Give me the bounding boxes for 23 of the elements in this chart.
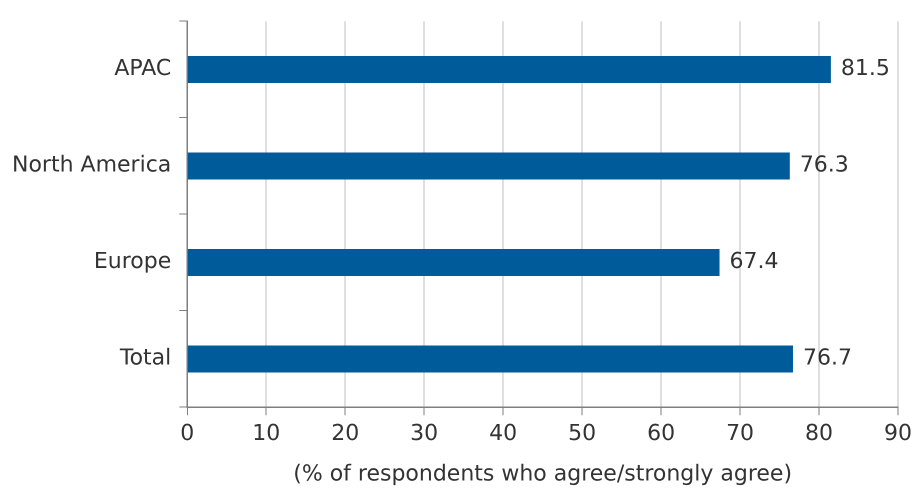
x-tick-label: 80 [805, 421, 834, 446]
x-tick-label: 30 [410, 421, 438, 446]
x-tick-label: 60 [647, 421, 676, 446]
x-axis-title: (% of respondents who agree/strongly agree) [293, 462, 792, 487]
x-tick-label: 40 [489, 421, 518, 446]
data-label: 81.5 [840, 56, 890, 82]
x-tick-label: 70 [726, 421, 754, 446]
y-tick-label: APAC [114, 56, 172, 82]
y-tick-label: Europe [94, 249, 172, 274]
x-tick-label: 20 [331, 421, 360, 446]
x-tick-label: 90 [884, 421, 912, 446]
x-tick-label: 50 [568, 421, 596, 446]
data-label: 76.3 [800, 152, 849, 178]
bar [188, 345, 793, 372]
bar [188, 56, 831, 83]
bar [188, 152, 790, 180]
y-tick-label: Total [118, 346, 172, 371]
x-tick-label: 0 [180, 421, 194, 446]
data-label: 76.7 [802, 346, 852, 371]
bar [188, 248, 720, 276]
y-tick-label: North America [12, 152, 172, 178]
data-label: 67.4 [730, 249, 779, 274]
x-tick-label: 10 [252, 421, 280, 446]
